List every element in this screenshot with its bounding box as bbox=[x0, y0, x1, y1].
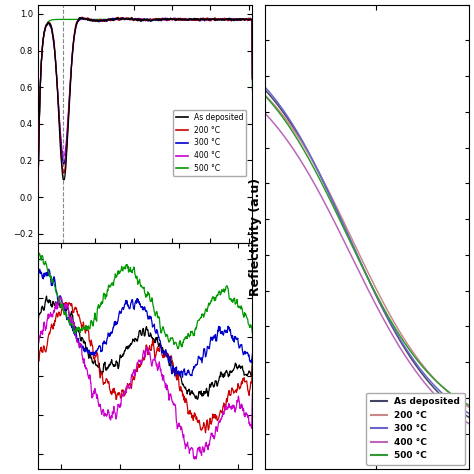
X-axis label: 2θ(deg): 2θ(deg) bbox=[125, 258, 165, 268]
Legend: As deposited, 200 °C, 300 °C, 400 °C, 500 °C: As deposited, 200 °C, 300 °C, 400 °C, 50… bbox=[173, 109, 246, 176]
Legend: As deposited, 200 °C, 300 °C, 400 °C, 500 °C: As deposited, 200 °C, 300 °C, 400 °C, 50… bbox=[366, 392, 465, 465]
Y-axis label: Reflectivity (a.u): Reflectivity (a.u) bbox=[249, 178, 262, 296]
